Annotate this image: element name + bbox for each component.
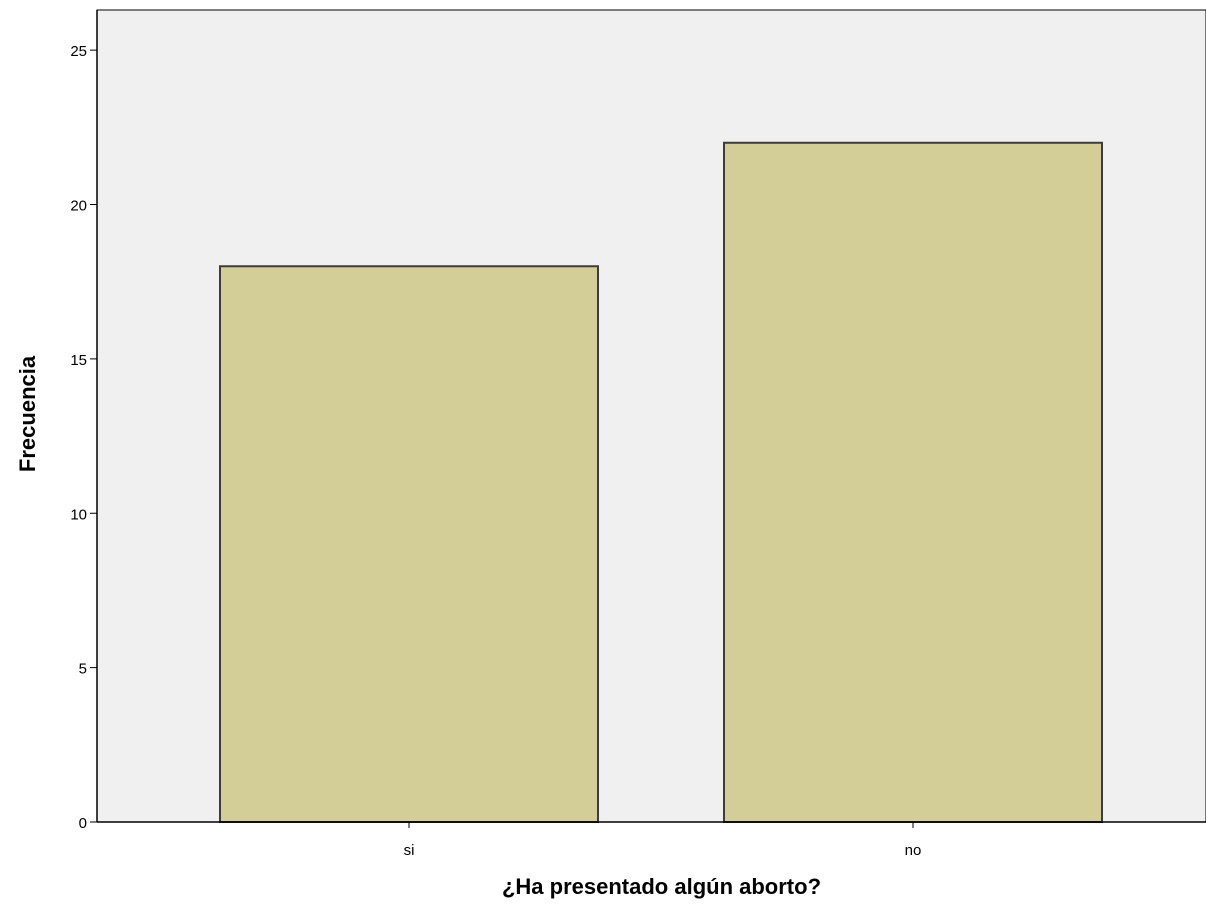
y-tick-label: 5 <box>79 661 87 678</box>
x-ticks: si no <box>404 822 922 859</box>
y-tick-label: 0 <box>79 815 87 832</box>
y-tick-label: 10 <box>70 506 87 523</box>
y-tick-label: 15 <box>70 352 87 369</box>
x-axis-title: ¿Ha presentado algún aborto? <box>502 874 821 899</box>
y-tick-label: 20 <box>70 198 87 215</box>
y-axis-title: Frecuencia <box>15 355 40 472</box>
bar-no <box>724 143 1102 822</box>
y-tick-label: 25 <box>70 43 87 60</box>
x-tick-label: no <box>905 842 922 859</box>
bar-si <box>220 266 598 822</box>
y-ticks: 0 5 10 15 20 25 <box>70 43 97 832</box>
x-tick-label: si <box>404 842 415 859</box>
